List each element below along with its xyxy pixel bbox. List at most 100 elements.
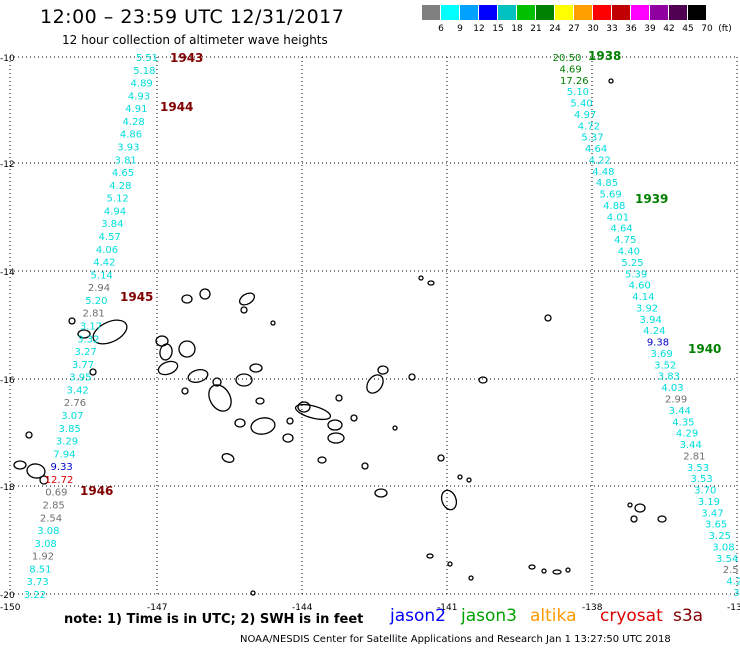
latitude-label: -20 [0, 591, 15, 601]
island-outline [630, 515, 638, 523]
island-outline [361, 462, 369, 470]
island-outline [440, 489, 458, 511]
wave-height-label: 3.27 [75, 347, 97, 358]
wave-height-label: 20.50 [553, 53, 582, 64]
colorbar-swatch [612, 5, 630, 20]
wave-height-label: 3.08 [37, 526, 59, 537]
island-outline [255, 397, 265, 405]
wave-height-label: 2.81 [83, 309, 105, 320]
latitude-label: -16 [0, 376, 15, 386]
wave-height-label: 3.93 [117, 143, 139, 154]
credit-line: NOAA/NESDIS Center for Satellite Applica… [240, 634, 671, 645]
island-outline [92, 319, 128, 345]
page-subtitle: 12 hour collection of altimeter wave hei… [62, 33, 328, 47]
wave-height-label: 3.08 [712, 542, 734, 553]
island-outline [282, 433, 294, 443]
island-outline [552, 569, 562, 575]
island-outline [528, 564, 536, 570]
wave-height-label: 2.54 [40, 513, 62, 524]
colorbar-unit: (ft) [718, 24, 732, 34]
latitude-label: -12 [0, 160, 15, 170]
colorbar-swatch [650, 5, 668, 20]
longitude-label: -147 [147, 603, 167, 613]
colorbar-swatch [479, 5, 497, 20]
colorbar-label: 15 [492, 24, 504, 34]
colorbar-swatch [536, 5, 554, 20]
wave-height-label: 4.93 [128, 91, 150, 102]
wave-height-label: 2.99 [665, 394, 687, 405]
wave-height-label: 3.53 [690, 474, 712, 485]
island-outline [294, 403, 332, 421]
wave-height-label: 3.81 [115, 155, 137, 166]
wave-height-label: 3.52 [654, 360, 676, 371]
island-outline [447, 561, 453, 567]
colorbar-label: 21 [530, 24, 542, 34]
island-outline [478, 376, 488, 384]
island-outline [327, 419, 343, 431]
wave-height-label: 5.20 [85, 296, 107, 307]
wave-height-label: 4.2 [726, 577, 740, 588]
wave-height-label: 4.72 [578, 121, 600, 132]
longitude-label: -135 [727, 603, 740, 613]
island-outline [181, 294, 193, 304]
wave-height-label: 4.28 [123, 117, 145, 128]
wave-height-label: 4.40 [618, 247, 640, 258]
wave-height-label: 4.97 [574, 110, 596, 121]
pass-time-label: 1943 [170, 51, 203, 65]
wave-height-label: 4.22 [589, 155, 611, 166]
longitude-label: -144 [292, 603, 313, 613]
wave-height-label: 5.51 [136, 53, 158, 64]
wave-height-label: 3.29 [56, 437, 78, 448]
wave-height-label: 3.32 [77, 334, 99, 345]
wave-height-label: 5.40 [570, 99, 592, 110]
island-outline [418, 275, 424, 281]
island-outline [437, 454, 445, 462]
colorbar-label: 27 [568, 24, 580, 34]
colorbar-swatch [631, 5, 649, 20]
colorbar-swatch [688, 5, 706, 20]
island-outline [26, 463, 46, 479]
wave-height-label: 0.69 [45, 488, 67, 499]
wave-height-label: 7.94 [53, 449, 75, 460]
island-outline [250, 417, 276, 435]
colorbar-label: 70 [701, 24, 713, 34]
wave-height-label: 4.29 [676, 429, 698, 440]
wave-height-label: 2.85 [43, 501, 65, 512]
latitude-label: -14 [0, 268, 15, 278]
colorbar-swatch [441, 5, 459, 20]
island-outline [374, 488, 388, 498]
wave-height-label: 4.64 [585, 144, 607, 155]
colorbar-label: 42 [663, 24, 675, 34]
wave-height-label: 4.89 [131, 79, 153, 90]
wave-height-label: 5.37 [581, 133, 603, 144]
wave-height-label: 3.85 [59, 424, 81, 435]
wave-height-label: 4.85 [596, 178, 618, 189]
island-outline [89, 368, 97, 376]
island-outline [466, 477, 472, 483]
wave-height-label: 5.18 [133, 66, 155, 77]
wave-height-label: 3.44 [669, 406, 691, 417]
colorbar-swatch [555, 5, 573, 20]
island-outline [565, 567, 571, 573]
wave-height-label: 5.69 [600, 190, 622, 201]
colorbar-label: 30 [587, 24, 599, 34]
colorbar-label: 45 [682, 24, 694, 34]
colorbar-swatch [460, 5, 478, 20]
colorbar-swatch [498, 5, 516, 20]
wave-height-label: 3.77 [72, 360, 94, 371]
island-outline [408, 373, 416, 381]
island-outline [377, 365, 389, 375]
island-outline [250, 590, 256, 596]
wave-height-label: 4.65 [112, 168, 134, 179]
wave-height-label: 9.38 [647, 338, 669, 349]
wave-height-label: 4.06 [96, 245, 118, 256]
wave-height-label: 3.70 [694, 486, 716, 497]
wave-height-label: 3.08 [35, 539, 57, 550]
wave-height-label: 4.75 [614, 235, 636, 246]
island-outline [208, 384, 232, 412]
colorbar-label: 6 [438, 24, 444, 34]
wave-height-label: 4.35 [672, 417, 694, 428]
island-outline [317, 456, 327, 464]
colorbar-label: 24 [549, 24, 561, 34]
wave-height-label: 3.92 [636, 303, 658, 314]
